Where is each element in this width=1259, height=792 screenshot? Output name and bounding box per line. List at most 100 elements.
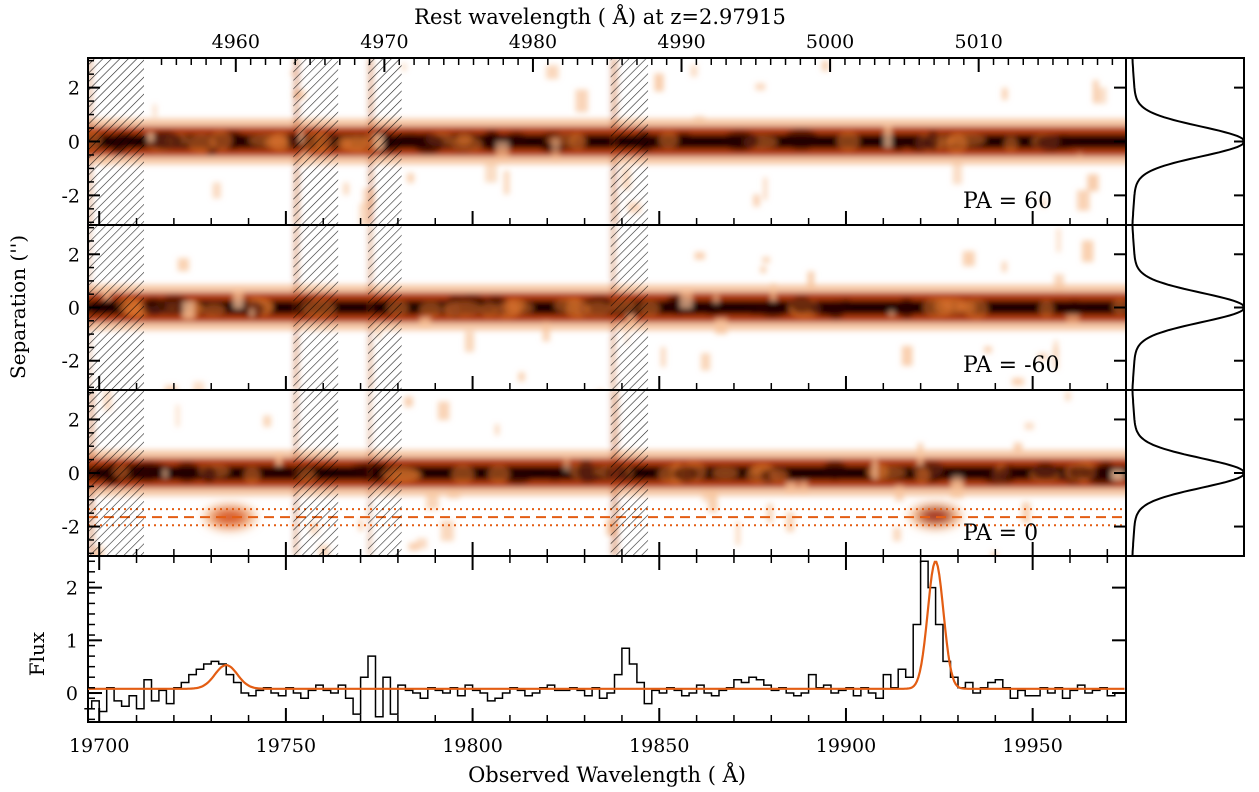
noise-patch xyxy=(1081,240,1094,262)
top-x-tick-label: 4980 xyxy=(509,31,557,53)
trace-knot xyxy=(543,466,566,482)
trace-knot xyxy=(158,295,191,315)
noise-patch xyxy=(701,487,709,502)
masked-sky-region xyxy=(293,58,339,225)
trace-knot xyxy=(821,460,849,481)
y-tick-label: 0 xyxy=(68,463,80,485)
noise-patch xyxy=(147,132,154,142)
trace-knot xyxy=(243,466,261,484)
trace-knot xyxy=(412,133,445,155)
y-tick-label: -2 xyxy=(61,351,80,373)
spatial-profile-2 xyxy=(1125,224,1245,391)
trace-knot xyxy=(455,132,473,146)
noise-patch xyxy=(263,415,272,427)
image-panel-1: 2 0 -2 xyxy=(61,57,1127,226)
trace-knot xyxy=(893,299,911,316)
noise-patch xyxy=(952,160,963,185)
top-x-tick-label: 4970 xyxy=(360,31,408,53)
noise-patch xyxy=(1041,198,1046,208)
panel-label-pa-60: PA = 60 xyxy=(963,189,1052,214)
trace-knot xyxy=(264,135,289,150)
noise-patch xyxy=(770,283,777,302)
trace-knot xyxy=(672,132,695,146)
trace-knot xyxy=(782,129,821,151)
noise-patch xyxy=(551,138,560,161)
noise-patch xyxy=(1077,153,1082,160)
x-tick-label: 19900 xyxy=(816,735,876,757)
trace-knot xyxy=(1061,299,1088,313)
trace-knot xyxy=(658,131,679,149)
spatial-profile-3 xyxy=(1125,389,1245,557)
trace-knot xyxy=(672,466,698,482)
offset-emission-blob xyxy=(203,504,256,531)
noise-patch xyxy=(1052,346,1059,370)
noise-patch xyxy=(408,542,420,551)
noise-patch xyxy=(447,488,461,499)
profile-frame xyxy=(1125,389,1245,557)
trace-knot xyxy=(187,134,216,154)
image-panel-2: 2 0 -2 xyxy=(61,224,1127,391)
noise-patch xyxy=(713,293,720,304)
noise-patch xyxy=(715,318,728,335)
flux-y-tick-label: 1 xyxy=(66,630,78,652)
noise-patch xyxy=(661,347,666,367)
trace-knot xyxy=(915,467,931,485)
noise-patch xyxy=(176,404,180,427)
noise-patch xyxy=(884,126,892,148)
noise-patch xyxy=(575,89,589,113)
trace-knot xyxy=(867,463,889,481)
noise-patch xyxy=(542,321,550,342)
trace-knot xyxy=(836,131,860,152)
trace-knot xyxy=(501,467,534,485)
trace-knot xyxy=(810,300,845,317)
trace-knot xyxy=(964,298,989,320)
trace-knot xyxy=(1036,134,1065,152)
x-tick-label: 19950 xyxy=(1002,735,1062,757)
trace-knot xyxy=(711,467,739,480)
noise-patch xyxy=(894,485,904,502)
y-tick-label: -2 xyxy=(61,517,80,539)
noise-patch xyxy=(785,481,797,494)
noise-patch xyxy=(1012,378,1024,386)
noise-patch xyxy=(1111,470,1124,481)
noise-patch xyxy=(177,258,189,272)
noise-patch xyxy=(1054,274,1064,292)
noise-patch xyxy=(503,170,510,195)
noise-patch xyxy=(153,104,157,117)
top-x-tick-label: 5000 xyxy=(806,31,854,53)
top-x-tick-label: 4990 xyxy=(657,31,705,53)
trace-knot xyxy=(202,303,226,317)
noise-patch xyxy=(1092,80,1099,104)
noise-patch xyxy=(193,381,205,390)
noise-patch xyxy=(708,489,718,513)
x-tick-label: 19700 xyxy=(69,735,129,757)
gaussian-model-curve xyxy=(88,560,1125,690)
noise-patch xyxy=(901,345,913,366)
masked-sky-region xyxy=(610,390,649,556)
trace-knot xyxy=(487,465,510,484)
trace-knot xyxy=(451,464,475,485)
y-tick-label: 2 xyxy=(68,78,80,100)
trace-knot xyxy=(244,300,265,318)
noise-patch xyxy=(786,512,795,532)
noise-patch xyxy=(755,83,766,91)
noise-patch xyxy=(950,482,964,499)
noise-patch xyxy=(888,310,895,317)
masked-sky-region xyxy=(610,225,649,390)
top-axis-title: Rest wavelength ( Å) at z=2.97915 xyxy=(414,4,786,29)
y-tick-label: 0 xyxy=(68,298,80,320)
masked-sky-region xyxy=(293,390,339,556)
noise-patch xyxy=(407,173,415,183)
noise-patch xyxy=(496,141,509,161)
noise-patch xyxy=(464,331,475,352)
noise-patch xyxy=(1087,174,1099,192)
noise-patch xyxy=(426,492,439,510)
noise-patch xyxy=(984,346,992,353)
noise-patch xyxy=(694,252,705,260)
separation-axis-label: Separation ('') xyxy=(6,235,30,379)
noise-patch xyxy=(762,256,770,264)
trace-knot xyxy=(769,469,789,483)
trace-knot xyxy=(926,130,940,152)
panel-label-pa-minus60: PA = -60 xyxy=(963,353,1060,378)
